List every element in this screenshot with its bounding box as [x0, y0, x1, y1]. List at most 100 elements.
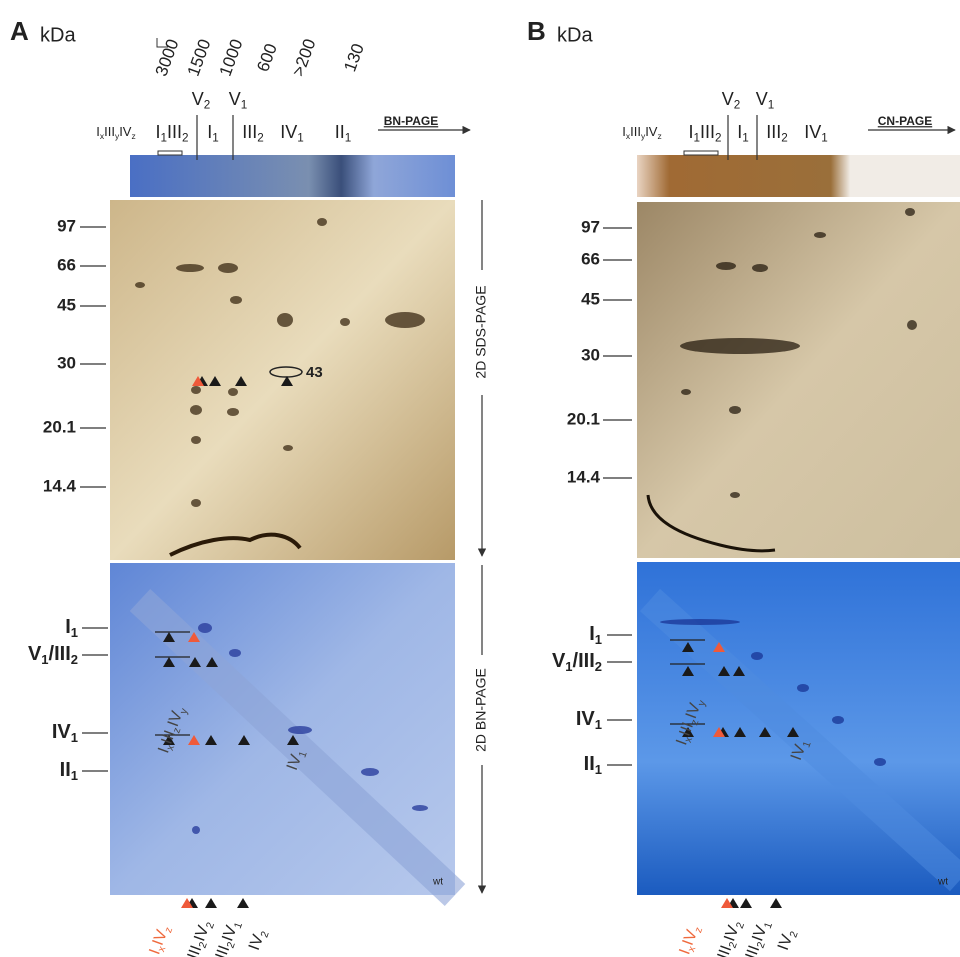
label-subscript: 2	[734, 921, 746, 930]
label-subscript: 2	[204, 98, 211, 111]
bottom-label: III2IV1	[213, 918, 245, 957]
complex-label: V1	[229, 89, 248, 112]
mass-marker: 20.1	[567, 409, 600, 428]
complex-label: III2	[766, 122, 788, 145]
label-part: IV	[788, 742, 809, 762]
label-subscript: y	[178, 706, 190, 715]
label-part: V	[722, 89, 734, 109]
label-part: IV	[775, 932, 796, 952]
rotated-label: IxIIIzIVy	[155, 703, 190, 756]
label-part: I	[673, 738, 691, 748]
label-part: I	[207, 122, 212, 142]
bottom-label: III2IV2	[715, 918, 747, 957]
gel-streak	[646, 494, 776, 553]
label-part: IV	[52, 721, 72, 743]
label-subscript: 1	[160, 131, 167, 144]
label-part: III	[159, 728, 180, 746]
label-part: IV	[246, 932, 267, 952]
label-part: I	[589, 623, 595, 645]
label-subscript: 1	[693, 131, 700, 144]
arrowheads-red	[181, 376, 733, 908]
bn-strip	[130, 155, 455, 197]
direction-label: CN-PAGE	[878, 114, 932, 128]
label-part: I	[155, 746, 173, 756]
panel-letter: B	[527, 16, 546, 46]
band-label: V1/III2	[552, 650, 602, 674]
label-part: V	[756, 89, 768, 109]
direction-label: BN-PAGE	[384, 114, 438, 128]
label-subscript: 1	[595, 632, 602, 647]
gel-spots	[660, 619, 886, 766]
label-subscript: 2	[197, 940, 209, 949]
rotated-label: IV1	[788, 737, 813, 763]
label-part: IV	[576, 708, 596, 730]
mass-marker: 30	[57, 353, 76, 372]
label-part: I	[677, 947, 695, 957]
complex-label: IV1	[804, 122, 828, 145]
complex-label: IxIIIyIVz	[622, 124, 661, 141]
top-mass: 1500	[184, 37, 215, 79]
band-box	[157, 150, 183, 156]
label-subscript: x	[100, 131, 105, 141]
mass-marker: 45	[57, 295, 76, 314]
top-mass: 130	[340, 41, 368, 74]
label-part: IV	[191, 923, 212, 943]
label-subscript: 1	[768, 98, 775, 111]
label-part: IV	[165, 709, 186, 729]
label-part: I	[688, 122, 693, 142]
label-subscript: 1	[742, 131, 749, 144]
gel-diagonal	[639, 588, 960, 892]
label-part: I	[737, 122, 742, 142]
label-subscript: 1	[232, 921, 244, 930]
complex-label: II1	[335, 122, 352, 145]
mass-marker: 66	[581, 249, 600, 268]
complex-label: I1III2	[688, 122, 721, 145]
band-label: I1	[65, 616, 78, 640]
label-part: III	[677, 720, 698, 738]
label-subscript: 2	[595, 659, 602, 674]
label-part: III	[242, 122, 257, 142]
label-subscript: x	[156, 944, 168, 953]
label-part: IV	[219, 923, 240, 943]
label-subscript: z	[131, 131, 135, 141]
strain-label: wt	[937, 877, 948, 888]
label-subscript: y	[641, 131, 646, 141]
label-subscript: z	[171, 726, 183, 735]
bracket	[156, 38, 168, 48]
mass-marker: 97	[57, 216, 76, 235]
label-subscript: x	[683, 735, 695, 744]
mass-marker: 14.4	[43, 476, 77, 495]
gel-spots	[680, 208, 917, 498]
label-part: III	[700, 122, 715, 142]
complex-label: V2	[722, 89, 741, 112]
mass-marker: 45	[581, 289, 600, 308]
spot-label: 43	[306, 364, 323, 381]
label-part: I	[155, 122, 160, 142]
panel-letter: A	[10, 16, 29, 46]
label-subscript: 1	[297, 750, 309, 759]
label-subscript: 2	[259, 930, 271, 939]
bottom-label: III2IV2	[185, 918, 217, 957]
label-subscript: 2	[788, 930, 800, 939]
top-mass: >200	[289, 36, 320, 78]
label-part: IV	[119, 124, 132, 139]
rotated-label: IV1	[284, 747, 309, 773]
bottom-label: IxIVz	[147, 923, 175, 957]
complex-label: I1	[737, 122, 749, 145]
label-subscript: 1	[801, 740, 813, 749]
complex-label: IV1	[280, 122, 304, 145]
unit-label: kDa	[557, 24, 593, 46]
label-subscript: y	[115, 131, 120, 141]
top-mass: 3000	[152, 37, 183, 79]
bottom-label: IxIVz	[677, 923, 705, 957]
label-subscript: z	[657, 131, 661, 141]
complex-label: I1	[207, 122, 219, 145]
label-part: I	[96, 124, 100, 139]
label-part: IV	[721, 923, 742, 943]
label-subscript: 2	[182, 131, 189, 144]
label-part: IV	[284, 752, 305, 772]
dimension-label: 2D BN-PAGE	[473, 668, 489, 752]
mass-marker: 20.1	[43, 417, 76, 436]
label-subscript: z	[163, 926, 175, 935]
